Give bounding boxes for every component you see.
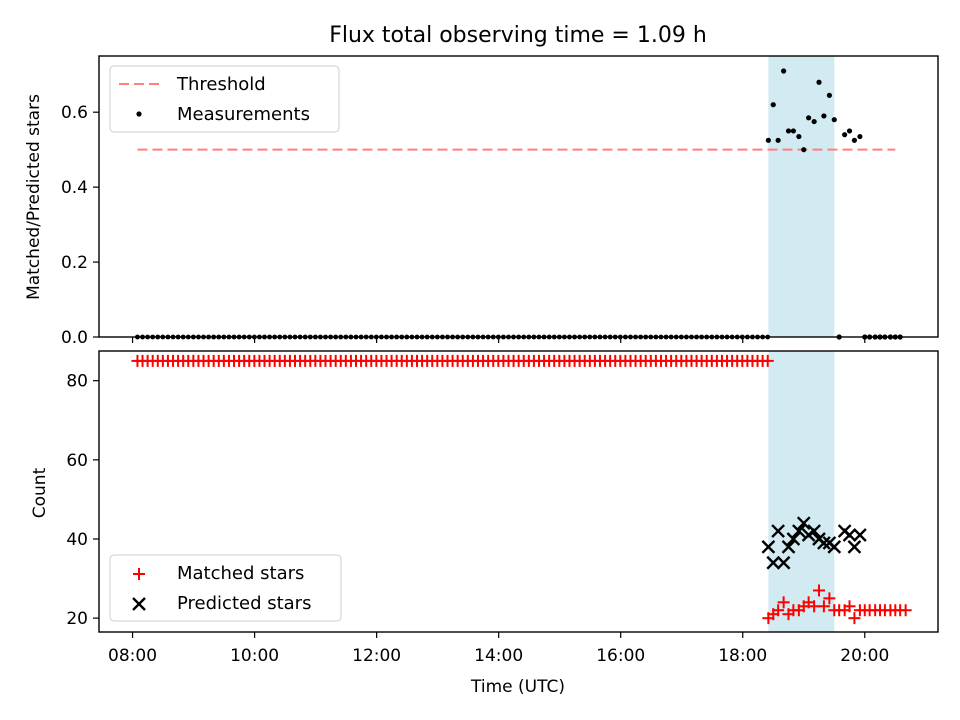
top-legend: Threshold Measurements (109, 65, 340, 133)
predicted-star-point (766, 555, 781, 570)
predicted-star-point (792, 524, 806, 538)
top-plot-frame (98, 55, 939, 338)
measurement-point (765, 137, 771, 143)
predicted-star-point (776, 555, 791, 570)
predicted-star-point (807, 524, 821, 538)
measurement-point (806, 115, 812, 121)
bottom-observing-band (768, 351, 835, 632)
top-panel: 0.0 0.2 0.4 0.6 Matched/Predicted stars Thr… (24, 55, 939, 348)
predicted-star-point (761, 540, 776, 554)
top-y-ticks: 0.0 0.2 0.4 0.6 (61, 103, 99, 348)
matched-star-points (762, 584, 912, 625)
measurement-point (816, 79, 822, 85)
bottom-y-axis-label: Count (30, 467, 50, 518)
measurement-point (851, 137, 858, 143)
top-observing-band (768, 56, 835, 337)
top-y-axis-label: Matched/Predicted stars (24, 94, 44, 300)
measurement-point (781, 68, 787, 74)
matched-star-point (817, 600, 830, 613)
y-tick-label: 0.6 (61, 103, 88, 123)
measurement-point (775, 137, 781, 143)
y-tick-label: 40 (66, 530, 88, 550)
predicted-star-point (771, 524, 785, 538)
legend-matched-label: Matched stars (177, 563, 304, 584)
top-x-ticks (131, 337, 866, 343)
legend-matched-swatch (133, 568, 145, 580)
x-tick-label: 08:00 (108, 646, 157, 666)
y-tick-label: 20 (66, 609, 88, 629)
matched-star-point (772, 604, 785, 617)
matched-star-point (848, 612, 861, 625)
predicted-star-point (853, 528, 867, 542)
bottom-panel: 20 40 60 80 08:00 10:00 12:00 14:00 16:00 18:00 2… (30, 350, 939, 697)
bottom-plot-frame (98, 350, 939, 633)
chart-title: Flux total observing time = 1.09 h (329, 23, 707, 48)
measurement-point (857, 133, 863, 140)
y-tick-label: 0.2 (61, 253, 88, 273)
predicted-star-point (847, 540, 862, 554)
legend-predicted-swatch (132, 597, 146, 611)
y-tick-label: 80 (66, 372, 88, 392)
y-tick-label: 0.0 (61, 328, 88, 348)
matched-star-point (777, 596, 790, 609)
predicted-star-points (761, 516, 867, 570)
predicted-star-point (781, 540, 796, 554)
legend-measurements-label: Measurements (177, 104, 310, 125)
x-tick-label: 14:00 (474, 646, 523, 666)
matched-star-point (761, 354, 774, 367)
y-tick-label: 60 (66, 451, 88, 471)
matched-star-point (843, 600, 856, 613)
legend-predicted-label: Predicted stars (177, 593, 311, 614)
predicted-star-point (842, 528, 857, 542)
x-tick-label: 20:00 (840, 646, 889, 666)
predicted-star-point (817, 536, 831, 550)
x-axis-label: Time (UTC) (470, 677, 565, 697)
matched-star-point (899, 604, 912, 617)
bottom-legend: Matched stars Predicted stars (109, 554, 342, 622)
measurement-point (770, 102, 776, 108)
predicted-star-point (786, 532, 801, 546)
measurement-point (801, 147, 807, 153)
matched-star-point (813, 584, 826, 597)
x-tick-label: 16:00 (596, 646, 645, 666)
measurement-point (785, 128, 792, 134)
x-tick-label: 12:00 (352, 646, 401, 666)
measurement-point (826, 92, 832, 98)
measurement-point (821, 113, 827, 119)
x-tick-label: 10:00 (230, 646, 279, 666)
legend-measurements-swatch (136, 111, 142, 117)
bottom-x-ticks: 08:00 10:00 12:00 14:00 16:00 18:00 20:00 (108, 632, 889, 666)
bottom-y-ticks: 20 40 60 80 (66, 372, 99, 629)
matched-star-point (823, 592, 836, 605)
predicted-star-point (827, 540, 842, 554)
measurement-point (811, 118, 817, 125)
bottom-legend-box (109, 554, 342, 622)
measurement-point (790, 128, 796, 134)
x-tick-label: 18:00 (718, 646, 767, 666)
predicted-star-point (796, 516, 811, 531)
y-tick-label: 0.4 (61, 178, 88, 198)
measurement-point (796, 133, 802, 140)
measurement-point (831, 117, 837, 123)
measurement-point (842, 132, 848, 138)
measurement-point (846, 128, 853, 134)
legend-threshold-label: Threshold (176, 74, 266, 95)
matched-constant-run (131, 354, 774, 367)
top-legend-box (109, 65, 340, 133)
